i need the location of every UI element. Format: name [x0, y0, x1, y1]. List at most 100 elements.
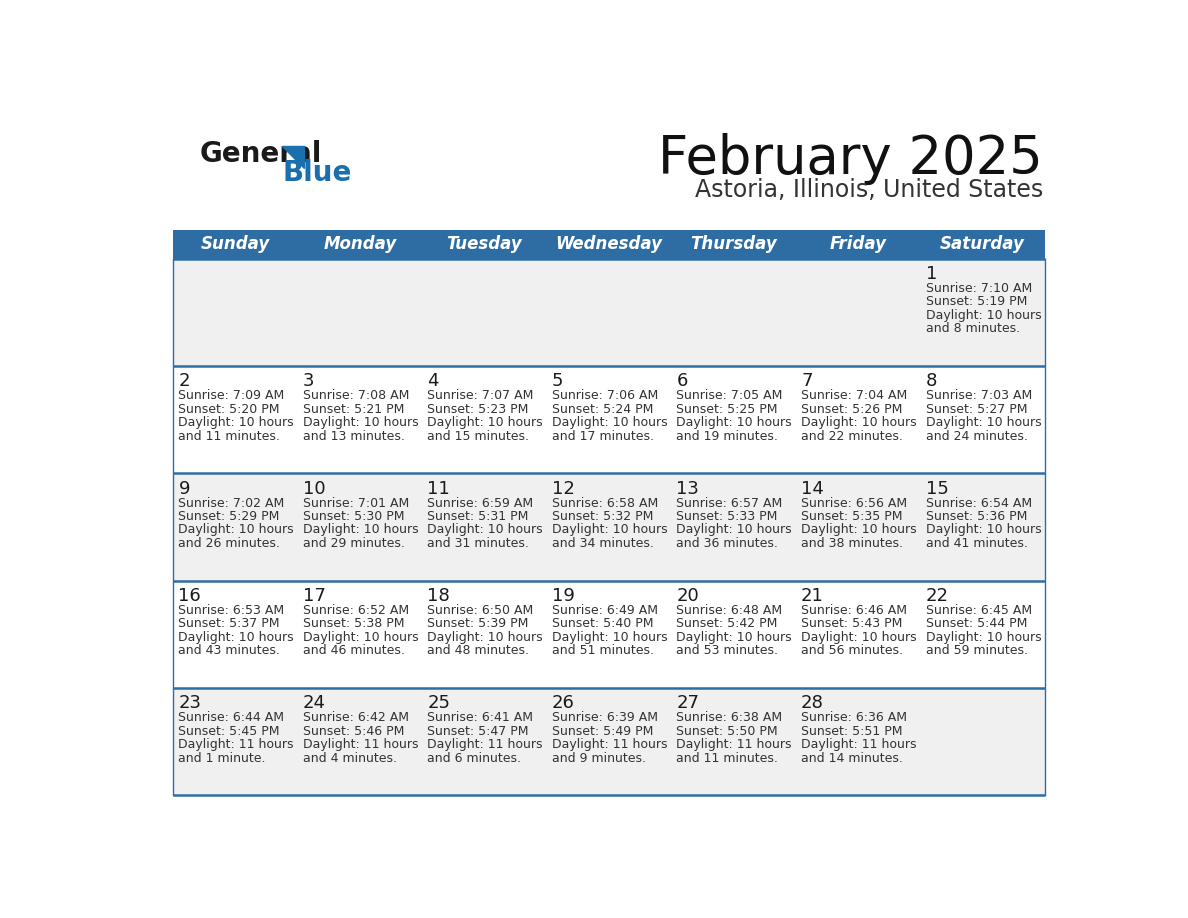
- Text: Daylight: 10 hours: Daylight: 10 hours: [801, 631, 917, 644]
- Text: and 11 minutes.: and 11 minutes.: [676, 752, 778, 765]
- Text: 12: 12: [552, 479, 575, 498]
- Text: and 14 minutes.: and 14 minutes.: [801, 752, 903, 765]
- Text: Sunset: 5:23 PM: Sunset: 5:23 PM: [428, 403, 529, 416]
- Text: and 24 minutes.: and 24 minutes.: [925, 430, 1028, 442]
- Text: Sunrise: 7:08 AM: Sunrise: 7:08 AM: [303, 389, 410, 402]
- Text: 16: 16: [178, 587, 201, 605]
- Bar: [173, 688, 1044, 796]
- Text: Sunset: 5:51 PM: Sunset: 5:51 PM: [801, 724, 903, 738]
- Text: 2: 2: [178, 373, 190, 390]
- Text: 7: 7: [801, 373, 813, 390]
- Text: Sunset: 5:47 PM: Sunset: 5:47 PM: [428, 724, 529, 738]
- Text: Monday: Monday: [323, 235, 397, 253]
- Text: 15: 15: [925, 479, 948, 498]
- Text: and 51 minutes.: and 51 minutes.: [552, 644, 653, 657]
- Text: Sunset: 5:45 PM: Sunset: 5:45 PM: [178, 724, 280, 738]
- Text: Daylight: 11 hours: Daylight: 11 hours: [303, 738, 418, 751]
- Text: Sunset: 5:27 PM: Sunset: 5:27 PM: [925, 403, 1028, 416]
- Text: Sunrise: 6:45 AM: Sunrise: 6:45 AM: [925, 604, 1031, 617]
- Text: 19: 19: [552, 587, 575, 605]
- Text: Daylight: 10 hours: Daylight: 10 hours: [801, 416, 917, 429]
- Text: Sunday: Sunday: [201, 235, 270, 253]
- Text: Sunrise: 6:50 AM: Sunrise: 6:50 AM: [428, 604, 533, 617]
- Text: Sunset: 5:24 PM: Sunset: 5:24 PM: [552, 403, 653, 416]
- Text: and 9 minutes.: and 9 minutes.: [552, 752, 646, 765]
- Text: 25: 25: [428, 694, 450, 712]
- Text: Sunrise: 7:01 AM: Sunrise: 7:01 AM: [303, 497, 409, 509]
- Text: Sunrise: 6:46 AM: Sunrise: 6:46 AM: [801, 604, 906, 617]
- Text: 18: 18: [428, 587, 450, 605]
- Text: Daylight: 10 hours: Daylight: 10 hours: [801, 523, 917, 536]
- Text: 3: 3: [303, 373, 315, 390]
- Text: Daylight: 10 hours: Daylight: 10 hours: [552, 523, 668, 536]
- Text: Daylight: 10 hours: Daylight: 10 hours: [178, 631, 295, 644]
- Text: Sunrise: 6:44 AM: Sunrise: 6:44 AM: [178, 711, 284, 724]
- Text: Sunset: 5:37 PM: Sunset: 5:37 PM: [178, 618, 280, 631]
- Text: and 1 minute.: and 1 minute.: [178, 752, 266, 765]
- Text: 11: 11: [428, 479, 450, 498]
- Text: Sunrise: 7:05 AM: Sunrise: 7:05 AM: [676, 389, 783, 402]
- Text: 13: 13: [676, 479, 700, 498]
- Text: Sunset: 5:46 PM: Sunset: 5:46 PM: [303, 724, 404, 738]
- Text: General: General: [200, 140, 322, 168]
- Text: Daylight: 10 hours: Daylight: 10 hours: [676, 523, 792, 536]
- Text: Daylight: 10 hours: Daylight: 10 hours: [428, 631, 543, 644]
- Text: Sunset: 5:30 PM: Sunset: 5:30 PM: [303, 510, 404, 523]
- Text: and 43 minutes.: and 43 minutes.: [178, 644, 280, 657]
- Text: Sunset: 5:40 PM: Sunset: 5:40 PM: [552, 618, 653, 631]
- Text: Sunrise: 6:56 AM: Sunrise: 6:56 AM: [801, 497, 908, 509]
- Text: and 19 minutes.: and 19 minutes.: [676, 430, 778, 442]
- Text: Daylight: 10 hours: Daylight: 10 hours: [178, 416, 295, 429]
- Text: Sunset: 5:43 PM: Sunset: 5:43 PM: [801, 618, 903, 631]
- Text: Sunset: 5:26 PM: Sunset: 5:26 PM: [801, 403, 903, 416]
- Text: Thursday: Thursday: [690, 235, 777, 253]
- Bar: [173, 366, 1044, 474]
- Text: 4: 4: [428, 373, 438, 390]
- Bar: [173, 581, 1044, 688]
- Text: Daylight: 10 hours: Daylight: 10 hours: [552, 416, 668, 429]
- Text: Sunrise: 6:53 AM: Sunrise: 6:53 AM: [178, 604, 285, 617]
- Text: and 31 minutes.: and 31 minutes.: [428, 537, 530, 550]
- Text: Daylight: 11 hours: Daylight: 11 hours: [801, 738, 916, 751]
- Text: and 29 minutes.: and 29 minutes.: [303, 537, 405, 550]
- Text: 14: 14: [801, 479, 824, 498]
- Text: Sunset: 5:35 PM: Sunset: 5:35 PM: [801, 510, 903, 523]
- Text: and 4 minutes.: and 4 minutes.: [303, 752, 397, 765]
- Text: Sunset: 5:32 PM: Sunset: 5:32 PM: [552, 510, 653, 523]
- Text: 8: 8: [925, 373, 937, 390]
- Text: Sunrise: 7:10 AM: Sunrise: 7:10 AM: [925, 282, 1032, 295]
- Bar: [173, 230, 1044, 259]
- Text: Daylight: 10 hours: Daylight: 10 hours: [428, 523, 543, 536]
- Text: Sunset: 5:29 PM: Sunset: 5:29 PM: [178, 510, 280, 523]
- Text: Daylight: 10 hours: Daylight: 10 hours: [925, 308, 1041, 322]
- Text: Sunset: 5:19 PM: Sunset: 5:19 PM: [925, 296, 1026, 308]
- Text: Sunset: 5:42 PM: Sunset: 5:42 PM: [676, 618, 778, 631]
- Text: Daylight: 11 hours: Daylight: 11 hours: [676, 738, 792, 751]
- Text: Sunset: 5:20 PM: Sunset: 5:20 PM: [178, 403, 280, 416]
- Text: Sunrise: 6:57 AM: Sunrise: 6:57 AM: [676, 497, 783, 509]
- Text: Sunset: 5:44 PM: Sunset: 5:44 PM: [925, 618, 1026, 631]
- Text: 5: 5: [552, 373, 563, 390]
- Text: Sunset: 5:31 PM: Sunset: 5:31 PM: [428, 510, 529, 523]
- Text: Sunrise: 6:36 AM: Sunrise: 6:36 AM: [801, 711, 906, 724]
- Text: 26: 26: [552, 694, 575, 712]
- Text: and 13 minutes.: and 13 minutes.: [303, 430, 405, 442]
- Text: Daylight: 10 hours: Daylight: 10 hours: [428, 416, 543, 429]
- Text: and 41 minutes.: and 41 minutes.: [925, 537, 1028, 550]
- Text: Sunset: 5:36 PM: Sunset: 5:36 PM: [925, 510, 1026, 523]
- Text: Sunset: 5:38 PM: Sunset: 5:38 PM: [303, 618, 404, 631]
- Text: Sunset: 5:25 PM: Sunset: 5:25 PM: [676, 403, 778, 416]
- Text: Daylight: 10 hours: Daylight: 10 hours: [925, 631, 1041, 644]
- Text: Daylight: 10 hours: Daylight: 10 hours: [676, 416, 792, 429]
- Text: Sunrise: 6:58 AM: Sunrise: 6:58 AM: [552, 497, 658, 509]
- Text: Sunrise: 6:39 AM: Sunrise: 6:39 AM: [552, 711, 658, 724]
- Text: and 6 minutes.: and 6 minutes.: [428, 752, 522, 765]
- Text: and 38 minutes.: and 38 minutes.: [801, 537, 903, 550]
- Text: and 11 minutes.: and 11 minutes.: [178, 430, 280, 442]
- Text: and 59 minutes.: and 59 minutes.: [925, 644, 1028, 657]
- Text: Sunrise: 7:06 AM: Sunrise: 7:06 AM: [552, 389, 658, 402]
- Bar: [173, 259, 1044, 366]
- Text: Sunrise: 6:38 AM: Sunrise: 6:38 AM: [676, 711, 783, 724]
- Text: February 2025: February 2025: [658, 133, 1043, 185]
- Polygon shape: [283, 146, 304, 168]
